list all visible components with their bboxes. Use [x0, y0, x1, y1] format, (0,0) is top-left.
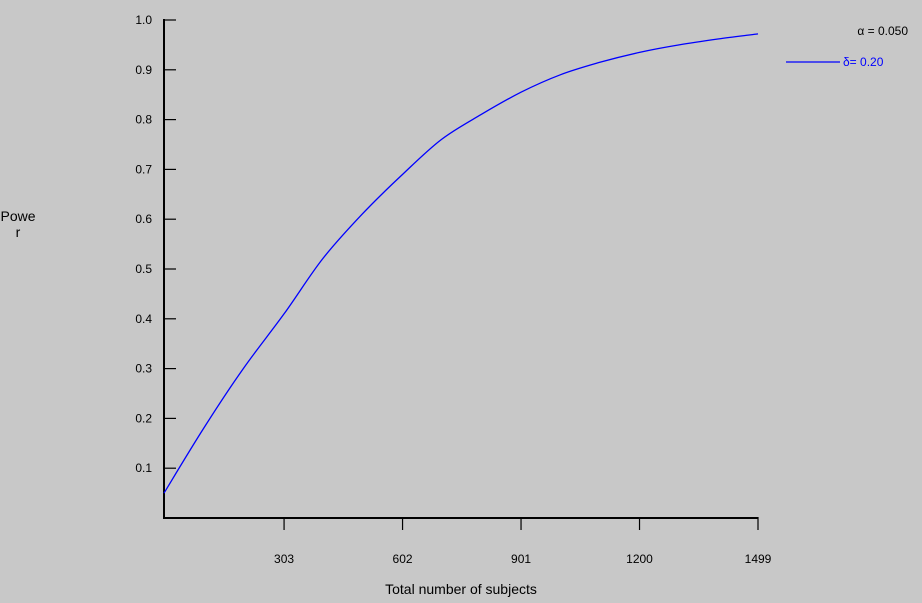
y-tick-label: 0.8: [135, 113, 152, 127]
x-axis-title: Total number of subjects: [385, 581, 537, 597]
x-tick-label: 1499: [745, 552, 772, 566]
ticks: 0.1 0.2 0.3 0.4 0.5 0.6 0.7 0.8 0.9 1.0 303 602 901 1…: [135, 13, 771, 566]
axes: [163, 19, 758, 519]
y-tick-label: 0.2: [135, 411, 152, 425]
y-tick-label: 0.9: [135, 63, 152, 77]
legend-header: α = 0.050: [857, 24, 908, 38]
x-tick-label: 1200: [626, 552, 653, 566]
y-tick-label: 0.5: [135, 262, 152, 276]
y-tick-label: 0.1: [135, 461, 152, 475]
x-tick-label: 602: [393, 552, 413, 566]
y-tick-label: 1.0: [135, 13, 152, 27]
series-line: [163, 33, 759, 494]
x-tick-label: 901: [511, 552, 531, 566]
legend: α = 0.050 δ= 0.20: [786, 24, 908, 69]
legend-entry-label: δ= 0.20: [843, 55, 884, 69]
y-tick-label: 0.7: [135, 162, 152, 176]
x-tick-label: 303: [274, 552, 294, 566]
y-tick-label: 0.3: [135, 362, 152, 376]
y-axis-title: Power: [0, 208, 36, 240]
series-layer: [163, 33, 759, 494]
y-tick-label: 0.6: [135, 212, 152, 226]
y-tick-label: 0.4: [135, 312, 152, 326]
